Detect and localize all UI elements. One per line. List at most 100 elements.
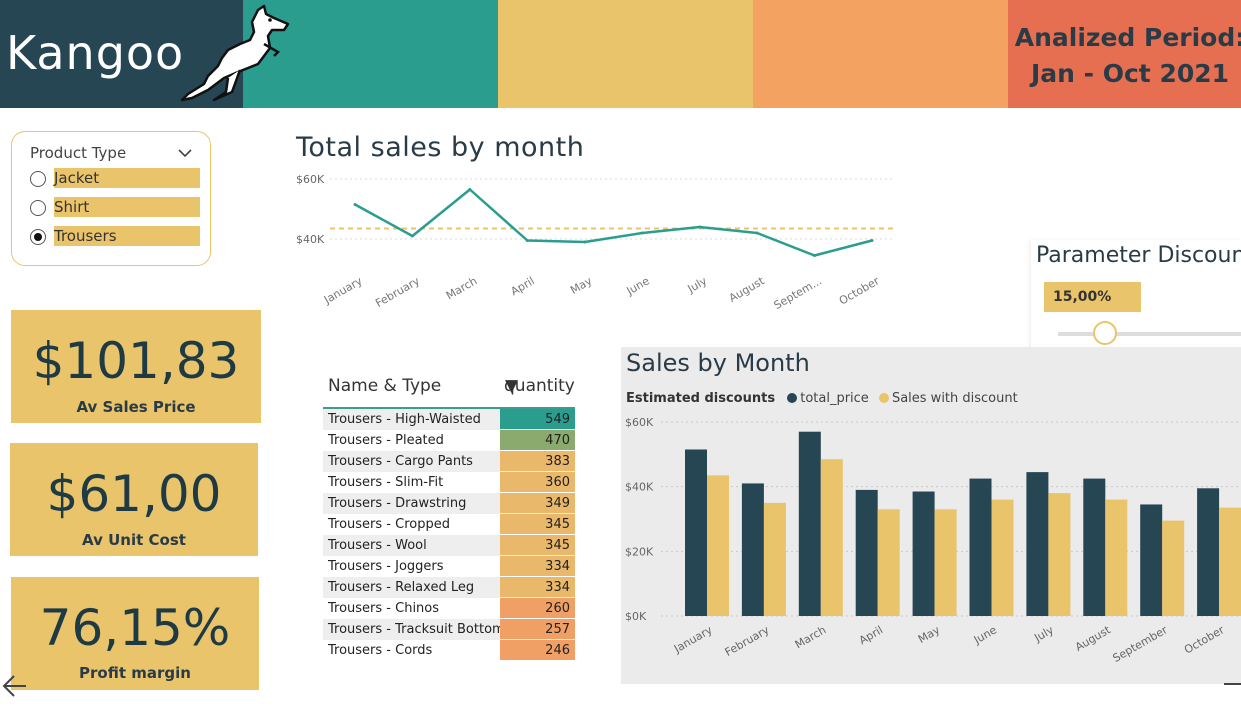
parameter-slider-track[interactable] (1058, 332, 1241, 336)
radio-shirt[interactable] (30, 200, 46, 216)
bar-total-price[interactable] (1083, 478, 1106, 616)
bar-y-tick-label: $20K (625, 545, 654, 558)
line-point[interactable] (698, 225, 702, 229)
bar-legend: Estimated discounts total_price Sales wi… (626, 391, 1018, 406)
total-sales-line-chart[interactable]: $40K $60K January February March April May June… (290, 165, 910, 315)
chevron-down-icon[interactable] (178, 148, 192, 158)
line-point[interactable] (870, 239, 874, 242)
table-row[interactable]: Trousers - Chinos 260 (323, 598, 575, 619)
table-row[interactable]: Trousers - Relaxed Leg 334 (323, 577, 575, 598)
slicer-option-label: Shirt (54, 197, 200, 217)
bar-sales-with-discount[interactable] (1162, 520, 1185, 616)
row-quantity: 334 (500, 577, 575, 597)
line-series-total-sales[interactable] (354, 188, 873, 257)
product-type-slicer[interactable]: Product Type Jacket Shirt Trousers (11, 131, 211, 266)
row-name: Trousers - Tracksuit Bottoms (328, 622, 512, 637)
line-x-tick-label: March (444, 274, 480, 302)
line-x-tick-label: Septem... (772, 274, 824, 312)
slicer-option-shirt[interactable]: Shirt (30, 197, 202, 219)
bar-total-price[interactable] (685, 449, 707, 616)
row-quantity: 345 (500, 535, 575, 555)
arrow-left-icon[interactable] (0, 672, 28, 700)
line-point[interactable] (410, 234, 414, 238)
bar-x-tick-label: February (723, 623, 772, 659)
bar-sales-with-discount[interactable] (991, 499, 1014, 616)
slicer-option-jacket[interactable]: Jacket (30, 168, 202, 190)
bar-sales-with-discount[interactable] (1105, 499, 1128, 616)
table-row[interactable]: Trousers - Cargo Pants 383 (323, 451, 575, 472)
bar-total-price[interactable] (912, 491, 935, 616)
line-point[interactable] (813, 254, 817, 257)
row-name: Trousers - Cropped (328, 517, 450, 532)
table-row[interactable]: Trousers - Cords 246 (323, 640, 575, 661)
row-name: Trousers - Cargo Pants (328, 454, 473, 469)
bar-total-price[interactable] (1140, 504, 1163, 616)
table-row[interactable]: Trousers - Drawstring 349 (323, 493, 575, 514)
bar-total-price[interactable] (741, 483, 764, 616)
line-point[interactable] (468, 188, 472, 191)
row-quantity: 360 (500, 472, 575, 492)
bar-total-price[interactable] (1026, 472, 1049, 616)
slicer-option-trousers[interactable]: Trousers (30, 226, 202, 248)
bar-total-price[interactable] (798, 431, 821, 616)
bar-sales-with-discount[interactable] (934, 509, 957, 616)
legend-label-total-price[interactable]: total_price (800, 391, 869, 406)
sales-by-month-bar-chart[interactable]: $0K $20K $40K $60K January February March April… (621, 410, 1241, 682)
slicer-option-label: Jacket (54, 168, 200, 188)
row-quantity: 345 (500, 514, 575, 534)
table-row[interactable]: Trousers - Joggers 334 (323, 556, 575, 577)
bar-total-price[interactable] (855, 489, 878, 616)
bar-sales-with-discount[interactable] (820, 459, 843, 616)
row-name: Trousers - Joggers (328, 559, 444, 574)
row-name: Trousers - Cords (328, 643, 433, 658)
bar-x-tick-label: September (1111, 623, 1171, 665)
row-quantity: 334 (500, 556, 575, 576)
sort-desc-icon[interactable]: ▼ (505, 376, 519, 396)
row-name: Trousers - Chinos (328, 601, 440, 616)
bar-sales-with-discount[interactable] (707, 475, 729, 616)
parameter-slider-handle[interactable] (1093, 321, 1117, 345)
bar-chart-title: Sales by Month (626, 349, 810, 377)
line-x-tick-label: July (685, 274, 710, 296)
bar-sales-with-discount[interactable] (877, 509, 900, 616)
line-point[interactable] (583, 240, 587, 244)
kpi-card-unit-cost: $61,00 Av Unit Cost (10, 443, 258, 556)
parameter-value[interactable]: 15,00% (1044, 282, 1141, 312)
bar-sales-with-discount[interactable] (1219, 507, 1241, 616)
bar-sales-with-discount[interactable] (1048, 493, 1071, 616)
kpi-caption: Profit margin (79, 664, 191, 682)
kangaroo-icon (180, 4, 290, 102)
line-x-tick-label: June (624, 274, 652, 298)
line-point[interactable] (755, 231, 759, 235)
bar-total-price[interactable] (1197, 488, 1220, 616)
line-y-tick-label: $40K (296, 233, 325, 246)
line-chart-title: Total sales by month (296, 132, 585, 163)
row-quantity: 470 (500, 430, 575, 450)
radio-jacket[interactable] (30, 171, 46, 187)
table-row[interactable]: Trousers - Slim-Fit 360 (323, 472, 575, 493)
line-point[interactable] (640, 231, 644, 235)
line-y-tick-label: $60K (296, 173, 325, 186)
column-header-quantity[interactable]: quantity (504, 376, 575, 396)
line-x-tick-label: August (727, 274, 767, 305)
collapse-icon[interactable] (1224, 683, 1241, 685)
parameter-title: Parameter Discount (1036, 243, 1241, 268)
bar-x-tick-label: October (1182, 623, 1227, 657)
bar-sales-with-discount[interactable] (763, 502, 786, 616)
radio-trousers[interactable] (30, 229, 46, 245)
table-row[interactable]: Trousers - High-Waisted 549 (323, 409, 575, 430)
row-quantity: 349 (500, 493, 575, 513)
table-row[interactable]: Trousers - Cropped 345 (323, 514, 575, 535)
table-row[interactable]: Trousers - Tracksuit Bottoms 257 (323, 619, 575, 640)
table-row[interactable]: Trousers - Pleated 470 (323, 430, 575, 451)
kpi-card-sales-price: $101,83 Av Sales Price (11, 310, 261, 423)
table-body: Trousers - High-Waisted 549 Trousers - Ple… (323, 409, 575, 661)
legend-label-sales-discount[interactable]: Sales with discount (891, 391, 1018, 406)
line-point[interactable] (353, 203, 357, 206)
bar-x-tick-label: April (857, 623, 885, 647)
line-x-tick-label: January (321, 274, 365, 307)
column-header-name[interactable]: Name & Type (328, 376, 442, 396)
line-point[interactable] (525, 239, 529, 242)
bar-total-price[interactable] (969, 478, 992, 616)
table-row[interactable]: Trousers - Wool 345 (323, 535, 575, 556)
